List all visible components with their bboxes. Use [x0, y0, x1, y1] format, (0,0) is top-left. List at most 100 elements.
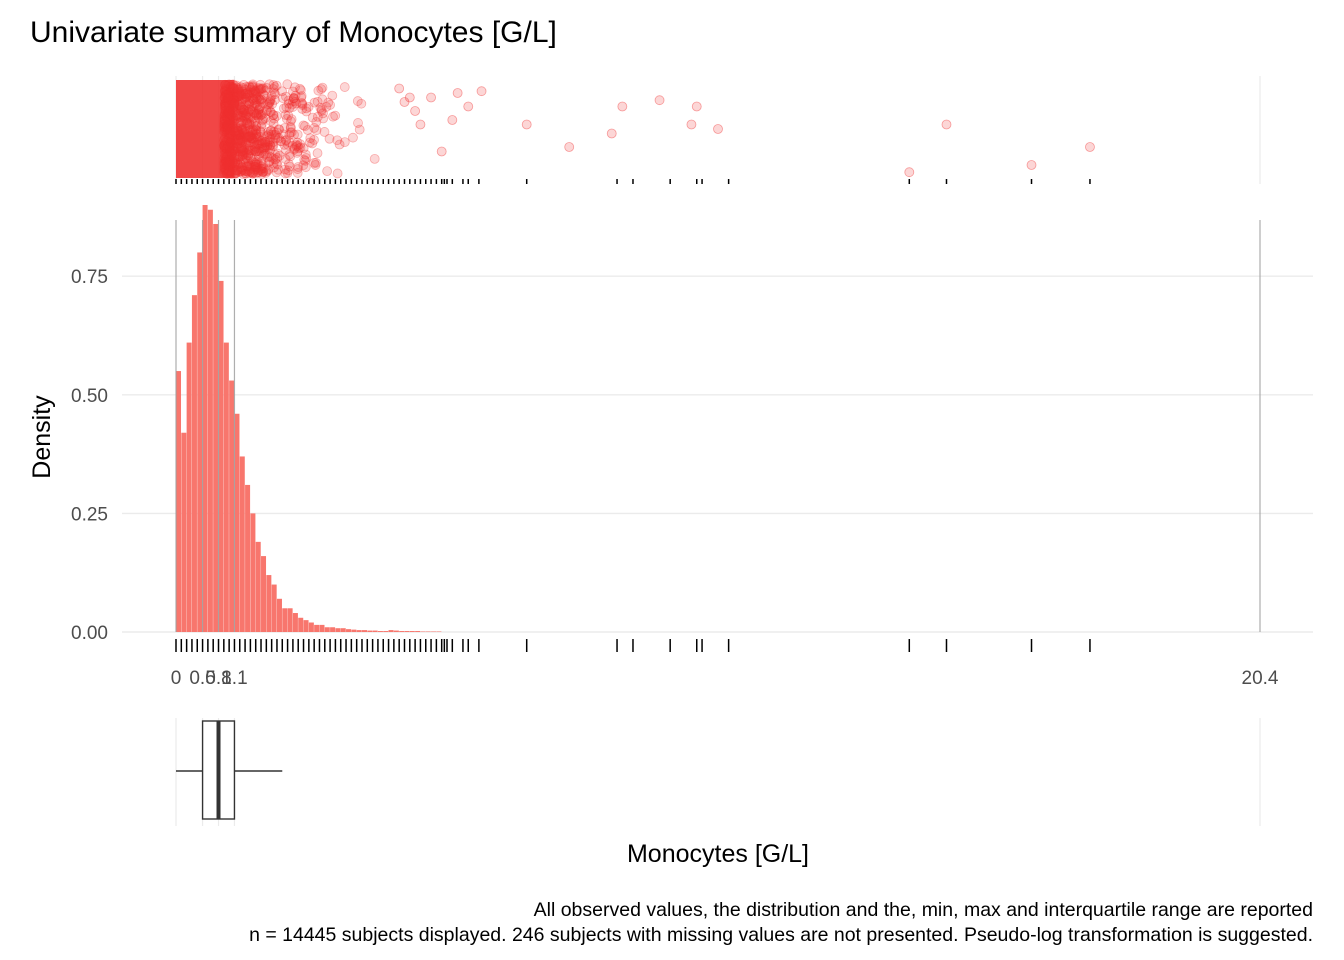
jitter-point: [295, 83, 305, 94]
jitter-point: [251, 121, 262, 132]
jitter-point: [262, 140, 273, 151]
jitter-point: [241, 144, 252, 155]
jitter-point: [253, 112, 264, 123]
jitter-point: [228, 79, 238, 90]
jitter-point: [237, 107, 248, 118]
jitter-point: [226, 151, 237, 162]
jitter-point: [280, 164, 290, 175]
jitter-point: [225, 137, 236, 148]
jitter-point: [296, 91, 307, 101]
jitter-point: [246, 163, 256, 173]
jitter-outlier-point: [476, 86, 487, 97]
jitter-point: [293, 162, 304, 172]
jitter-outlier-point: [654, 95, 665, 106]
histogram-bar: [223, 342, 229, 632]
jitter-point: [251, 163, 262, 174]
jitter-point: [288, 93, 299, 103]
jitter-point: [251, 98, 262, 108]
jitter-point: [224, 106, 235, 117]
jitter-point: [238, 149, 249, 160]
jitter-point: [251, 94, 262, 105]
jitter-point: [220, 79, 231, 90]
jitter-point: [240, 154, 251, 165]
jitter-point: [298, 160, 309, 171]
jitter-point: [222, 121, 233, 132]
jitter-point: [221, 166, 231, 177]
jitter-point: [219, 140, 230, 151]
jitter-point: [272, 148, 283, 159]
jitter-point: [233, 136, 244, 147]
jitter-point: [248, 101, 259, 112]
jitter-point: [356, 98, 367, 109]
jitter-point: [274, 150, 285, 161]
jitter-point: [245, 145, 256, 156]
jitter-point: [272, 132, 283, 143]
jitter-point: [253, 107, 264, 118]
jitter-point: [230, 168, 241, 179]
jitter-point: [254, 137, 264, 147]
jitter-point: [237, 146, 248, 157]
y-axis-ticks: 0.00 0.25 0.50 0.75: [71, 267, 108, 644]
jitter-point: [247, 93, 258, 104]
jitter-point: [251, 85, 261, 96]
jitter-point: [248, 167, 259, 178]
jitter-point: [234, 84, 245, 94]
histogram-bar: [298, 617, 304, 632]
jitter-point: [258, 89, 269, 100]
jitter-point: [241, 92, 252, 103]
jitter-point: [244, 81, 255, 92]
jitter-outlier-point: [404, 92, 415, 103]
jitter-point: [233, 84, 244, 95]
jitter-point: [248, 125, 259, 136]
jitter-point: [221, 122, 232, 133]
jitter-point: [251, 110, 262, 121]
jitter-point: [227, 94, 237, 105]
histogram-bar: [181, 432, 187, 632]
jitter-point: [224, 157, 234, 168]
jitter-point: [239, 105, 249, 116]
jitter-point: [224, 165, 235, 176]
jitter-point: [219, 119, 229, 129]
jitter-point: [233, 159, 244, 170]
jitter-point: [223, 120, 234, 131]
jitter-point: [228, 87, 239, 98]
jitter-point: [256, 147, 267, 158]
jitter-point: [229, 99, 240, 110]
jitter-point: [220, 89, 231, 100]
jitter-point: [301, 153, 312, 163]
jitter-point: [232, 133, 243, 143]
jitter-point: [256, 165, 266, 176]
jitter-point: [234, 135, 245, 145]
jitter-point: [246, 132, 257, 143]
histogram-bar: [266, 575, 272, 632]
jitter-point: [228, 82, 239, 92]
jitter-point: [244, 119, 255, 130]
histogram-bar: [287, 608, 293, 632]
jitter-point: [277, 86, 287, 97]
jitter-point: [247, 82, 258, 93]
jitter-point: [328, 111, 338, 122]
jitter-point: [274, 124, 284, 135]
jitter-point: [227, 98, 238, 109]
jitter-point: [245, 84, 256, 95]
jitter-point: [271, 127, 282, 138]
jitter-point: [317, 94, 328, 105]
jitter-outlier-point: [617, 101, 628, 112]
jitter-point: [222, 165, 233, 176]
jitter-point: [236, 141, 247, 152]
jitter-point: [224, 88, 235, 99]
jitter-point: [228, 143, 239, 154]
jitter-point: [224, 166, 235, 177]
jitter-point: [219, 144, 230, 155]
jitter-core: [176, 80, 235, 178]
jitter-point: [224, 167, 235, 177]
jitter-point: [245, 152, 256, 163]
jitter-point: [245, 131, 255, 142]
jitter-point: [250, 142, 261, 153]
jitter-point: [317, 82, 328, 93]
jitter-point: [268, 110, 279, 120]
jitter-point: [252, 100, 263, 111]
jitter-point: [232, 158, 242, 168]
jitter-point: [251, 108, 262, 119]
histogram-bar: [213, 223, 219, 632]
